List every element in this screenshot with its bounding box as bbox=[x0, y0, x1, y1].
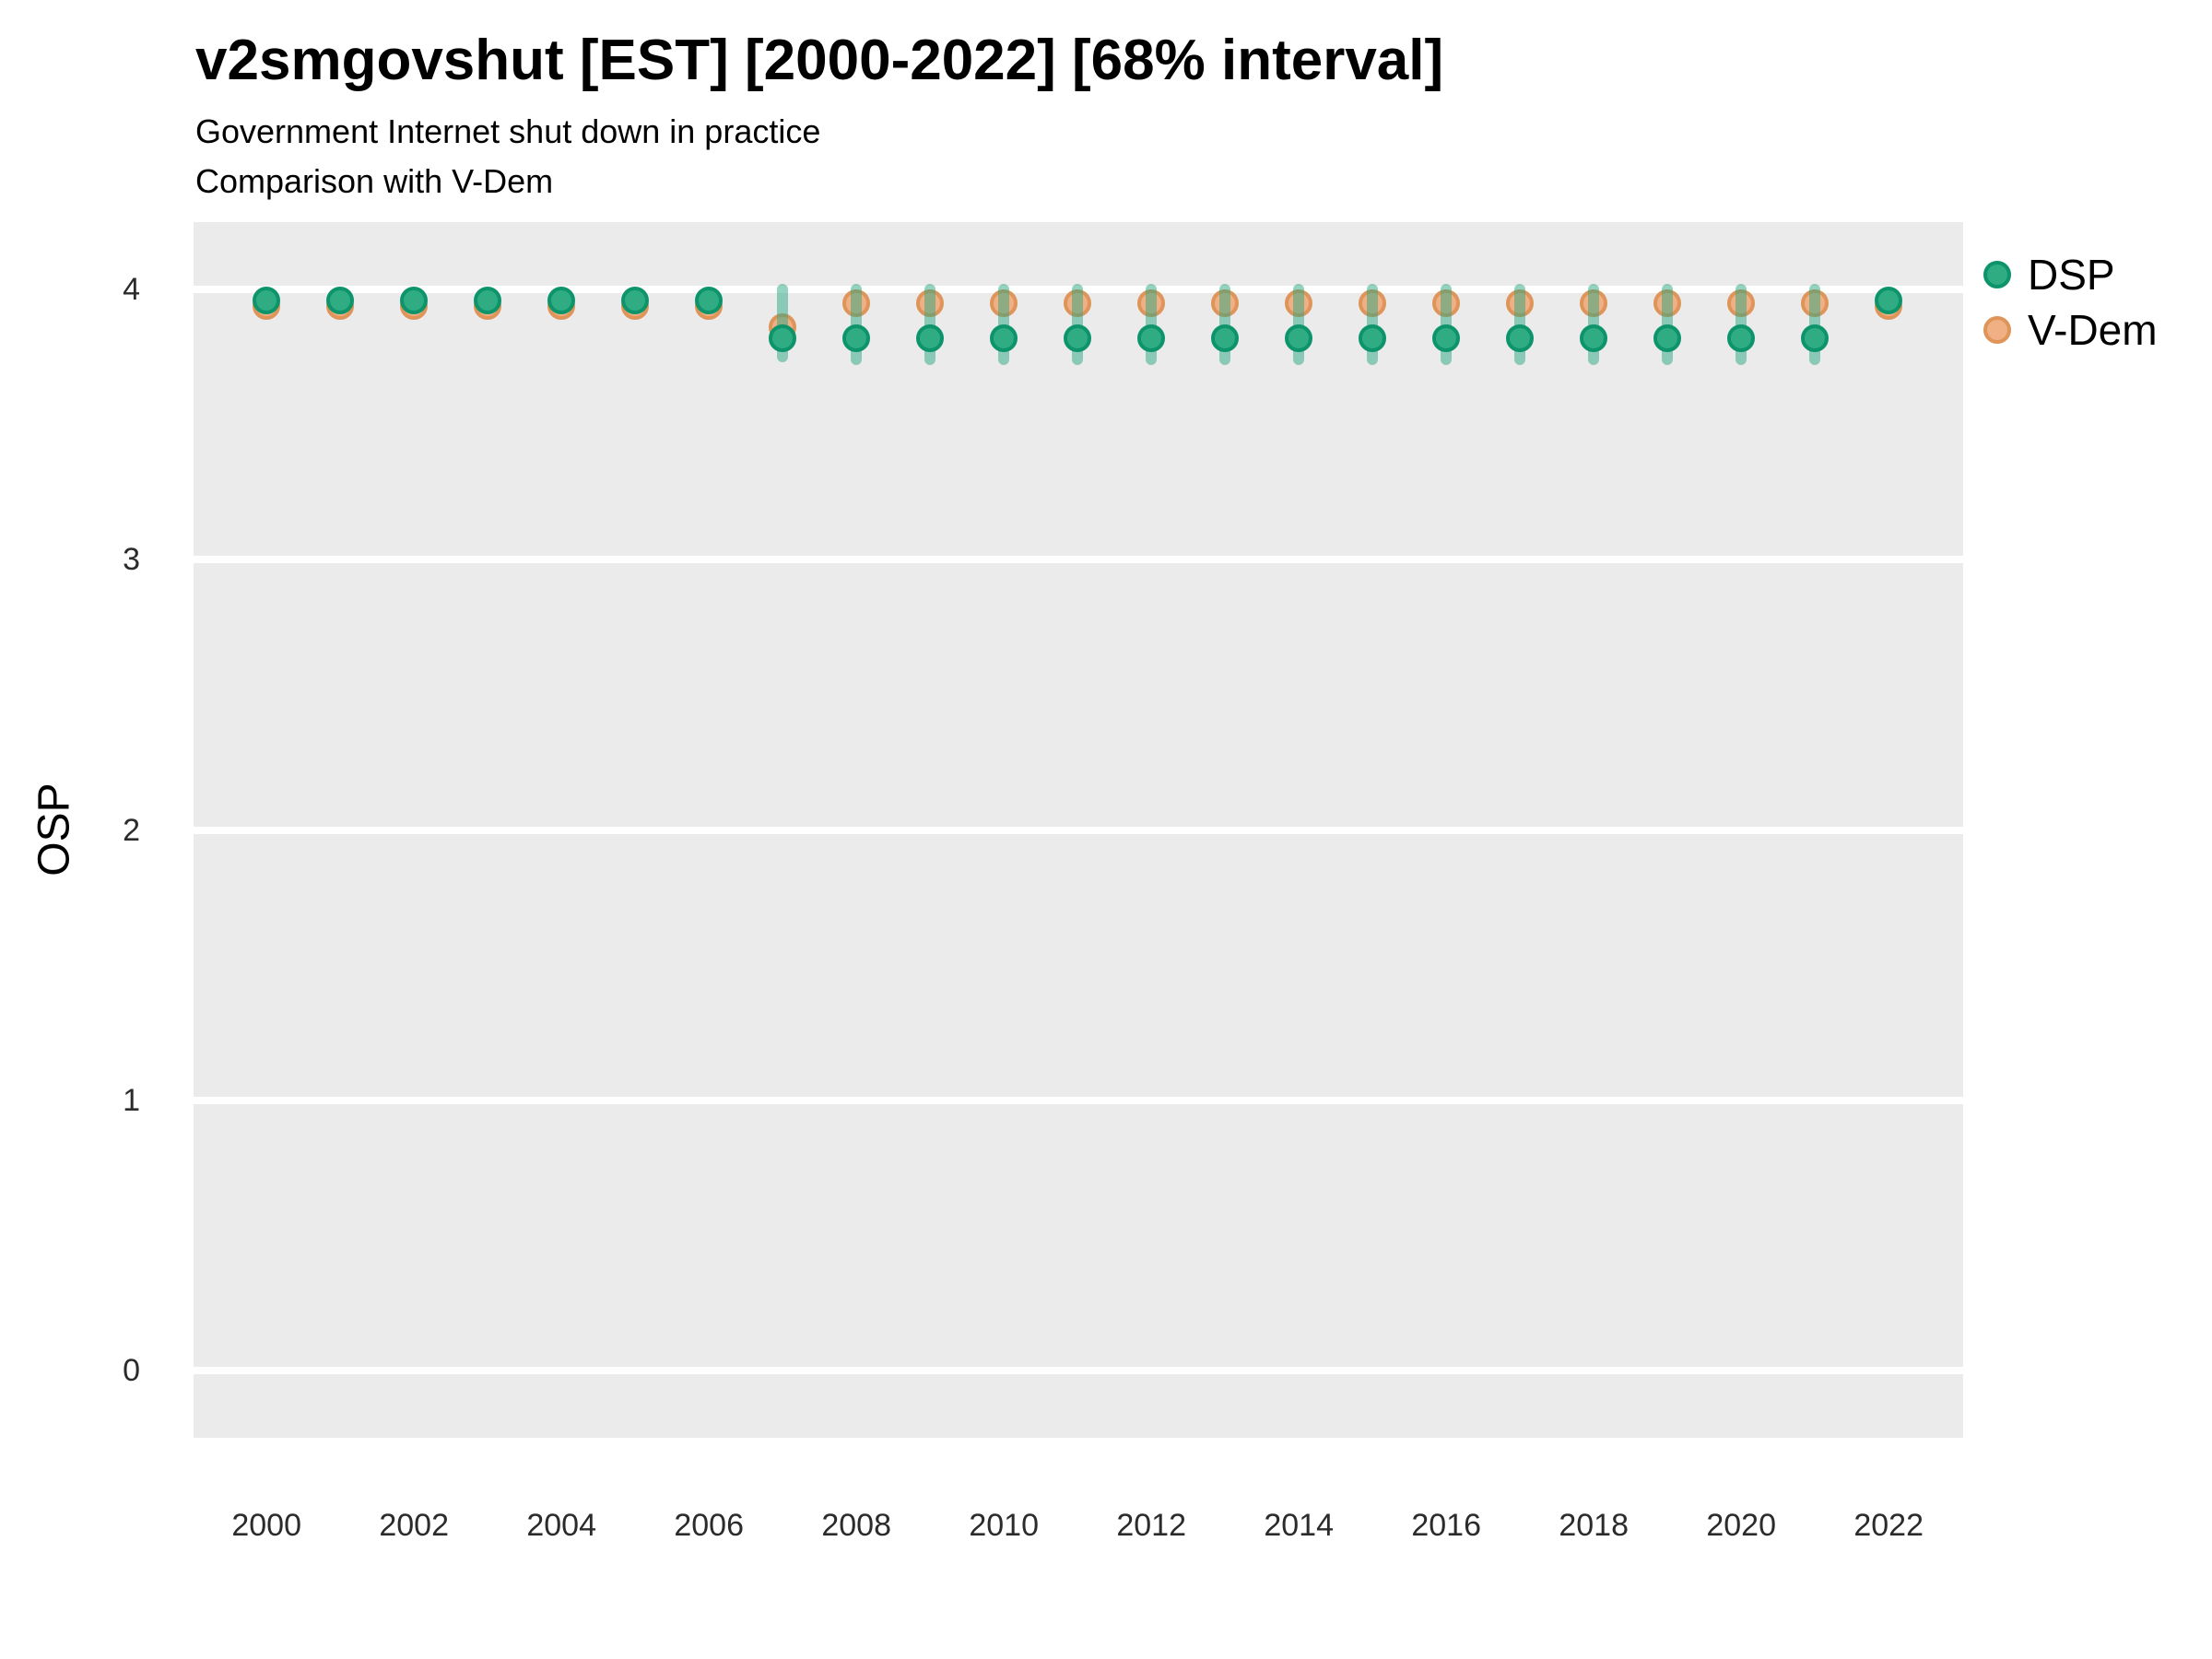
dsp-point-2008 bbox=[842, 324, 871, 353]
x-tick-label-2020: 2020 bbox=[1706, 1508, 1776, 1543]
x-tick-label-2018: 2018 bbox=[1559, 1508, 1629, 1543]
y-tick-label-4: 4 bbox=[123, 272, 140, 308]
legend-label-vdem: V-Dem bbox=[2028, 306, 2158, 354]
dsp-point-2019 bbox=[1653, 324, 1682, 353]
dsp-point-2004 bbox=[547, 287, 576, 314]
dsp-point-2009 bbox=[916, 324, 945, 353]
dsp-point-2016 bbox=[1432, 324, 1461, 353]
x-tick-label-2000: 2000 bbox=[231, 1508, 301, 1543]
dsp-point-2003 bbox=[474, 287, 502, 314]
dsp-point-2007 bbox=[769, 324, 797, 353]
gridline-y-1 bbox=[194, 1096, 1963, 1104]
x-tick-label-2002: 2002 bbox=[379, 1508, 449, 1543]
dsp-legend-dot-icon bbox=[1983, 261, 2011, 288]
legend: DSP V-Dem bbox=[1983, 247, 2158, 358]
dsp-point-2013 bbox=[1211, 324, 1240, 353]
x-tick-label-2004: 2004 bbox=[526, 1508, 596, 1543]
dsp-point-2014 bbox=[1285, 324, 1313, 353]
y-tick-label-0: 0 bbox=[123, 1352, 140, 1388]
gridline-y-0 bbox=[194, 1366, 1963, 1374]
dsp-point-2015 bbox=[1359, 324, 1387, 353]
dsp-point-2006 bbox=[695, 287, 724, 314]
y-tick-label-3: 3 bbox=[123, 542, 140, 578]
dsp-point-2010 bbox=[990, 324, 1018, 353]
dsp-point-2021 bbox=[1801, 324, 1830, 353]
x-tick-label-2012: 2012 bbox=[1116, 1508, 1186, 1543]
vdem-legend-dot-icon bbox=[1983, 316, 2011, 344]
dsp-point-2000 bbox=[253, 287, 281, 314]
x-tick-label-2008: 2008 bbox=[821, 1508, 891, 1543]
dsp-point-2022 bbox=[1875, 287, 1903, 314]
dsp-point-2011 bbox=[1064, 324, 1092, 353]
dsp-point-2020 bbox=[1727, 324, 1756, 353]
legend-item-dsp: DSP bbox=[1983, 247, 2158, 302]
dsp-point-2005 bbox=[621, 287, 650, 314]
legend-item-vdem: V-Dem bbox=[1983, 302, 2158, 358]
chart-title: v2smgovshut [EST] [2000-2022] [68% inter… bbox=[195, 29, 1444, 92]
dsp-point-2002 bbox=[400, 287, 429, 314]
x-tick-label-2010: 2010 bbox=[969, 1508, 1039, 1543]
y-tick-label-1: 1 bbox=[123, 1082, 140, 1118]
chart-subtitle-line2: Comparison with V-Dem bbox=[195, 162, 554, 200]
x-tick-label-2022: 2022 bbox=[1853, 1508, 1924, 1543]
legend-label-dsp: DSP bbox=[2028, 251, 2115, 299]
chart-subtitle-line1: Government Internet shut down in practic… bbox=[195, 112, 821, 150]
gridline-y-3 bbox=[194, 556, 1963, 564]
dsp-point-2018 bbox=[1580, 324, 1608, 353]
y-tick-label-2: 2 bbox=[123, 812, 140, 848]
dsp-point-2012 bbox=[1137, 324, 1166, 353]
gridline-y-2 bbox=[194, 826, 1963, 834]
x-tick-label-2014: 2014 bbox=[1264, 1508, 1334, 1543]
chart-subtitle: Government Internet shut down in practic… bbox=[195, 107, 820, 206]
plot-panel bbox=[194, 222, 1963, 1438]
dsp-point-2001 bbox=[326, 287, 355, 314]
x-tick-label-2016: 2016 bbox=[1411, 1508, 1481, 1543]
dsp-point-2017 bbox=[1506, 324, 1535, 353]
x-tick-label-2006: 2006 bbox=[674, 1508, 744, 1543]
